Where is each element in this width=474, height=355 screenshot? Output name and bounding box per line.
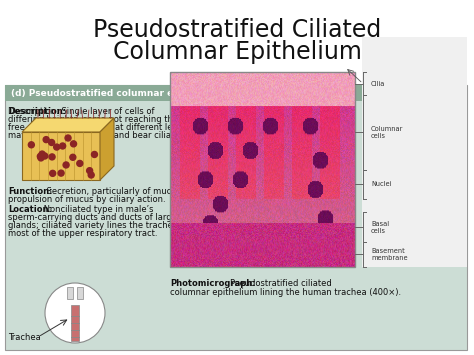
Circle shape bbox=[77, 160, 83, 166]
Text: Columnar Epithelium: Columnar Epithelium bbox=[112, 40, 362, 64]
Circle shape bbox=[70, 154, 76, 160]
Text: sperm-carrying ducts and ducts of large: sperm-carrying ducts and ducts of large bbox=[8, 213, 177, 222]
Text: Nuclei: Nuclei bbox=[371, 181, 392, 187]
Circle shape bbox=[49, 154, 55, 160]
Text: Pseudostratified ciliated: Pseudostratified ciliated bbox=[230, 279, 332, 288]
Polygon shape bbox=[22, 118, 114, 132]
Text: differing heights, some not reaching the: differing heights, some not reaching the bbox=[8, 115, 178, 124]
Text: Location:: Location: bbox=[8, 205, 52, 214]
Circle shape bbox=[91, 152, 98, 158]
Text: may contain goblet cells and bear cilia.: may contain goblet cells and bear cilia. bbox=[8, 131, 173, 140]
Text: Basement
membrane: Basement membrane bbox=[371, 248, 408, 261]
Bar bbox=[71, 305, 79, 341]
Text: Description:: Description: bbox=[8, 107, 66, 116]
Text: Function:: Function: bbox=[8, 187, 53, 196]
Circle shape bbox=[58, 170, 64, 176]
Bar bbox=[22, 132, 100, 180]
Text: (d) Pseudostratified columnar epithelium: (d) Pseudostratified columnar epithelium bbox=[11, 88, 222, 98]
Circle shape bbox=[42, 153, 48, 159]
Text: most of the upper respiratory tract.: most of the upper respiratory tract. bbox=[8, 229, 157, 238]
Text: Cilia: Cilia bbox=[371, 81, 385, 87]
Circle shape bbox=[87, 168, 92, 174]
Text: Columnar
cells: Columnar cells bbox=[371, 126, 403, 139]
Circle shape bbox=[71, 141, 76, 147]
Circle shape bbox=[50, 170, 55, 176]
Text: Pseudostratified Ciliated: Pseudostratified Ciliated bbox=[93, 18, 381, 42]
Circle shape bbox=[65, 135, 71, 141]
Text: Secretion, particularly of mucus;: Secretion, particularly of mucus; bbox=[44, 187, 184, 196]
Bar bbox=[5, 85, 467, 101]
Circle shape bbox=[45, 283, 105, 343]
Circle shape bbox=[88, 172, 94, 178]
Circle shape bbox=[43, 137, 49, 143]
Text: Photomicrograph:: Photomicrograph: bbox=[170, 279, 255, 288]
Text: Description: Single layer of cells of: Description: Single layer of cells of bbox=[8, 107, 155, 116]
Bar bbox=[170, 72, 355, 267]
Circle shape bbox=[38, 155, 44, 161]
Text: Nonciliated type in male’s: Nonciliated type in male’s bbox=[41, 205, 154, 214]
Circle shape bbox=[60, 143, 65, 149]
Bar bbox=[67, 287, 73, 299]
Circle shape bbox=[54, 144, 60, 150]
Text: propulsion of mucus by ciliary action.: propulsion of mucus by ciliary action. bbox=[8, 195, 165, 204]
Circle shape bbox=[63, 162, 69, 168]
Polygon shape bbox=[100, 118, 114, 180]
Bar bbox=[362, 37, 467, 267]
Text: free surface; nuclei seen at different levels;: free surface; nuclei seen at different l… bbox=[8, 123, 192, 132]
Circle shape bbox=[37, 153, 43, 159]
Circle shape bbox=[28, 142, 34, 148]
Text: Basal
cells: Basal cells bbox=[371, 220, 389, 234]
Text: columnar epithelium lining the human trachea (400×).: columnar epithelium lining the human tra… bbox=[170, 288, 401, 297]
Bar bbox=[5, 85, 467, 350]
Text: glands; ciliated variety lines the trachea,: glands; ciliated variety lines the trach… bbox=[8, 221, 181, 230]
Text: Trachea: Trachea bbox=[8, 333, 41, 342]
Circle shape bbox=[49, 140, 55, 146]
Bar bbox=[77, 287, 83, 299]
Circle shape bbox=[39, 151, 45, 157]
